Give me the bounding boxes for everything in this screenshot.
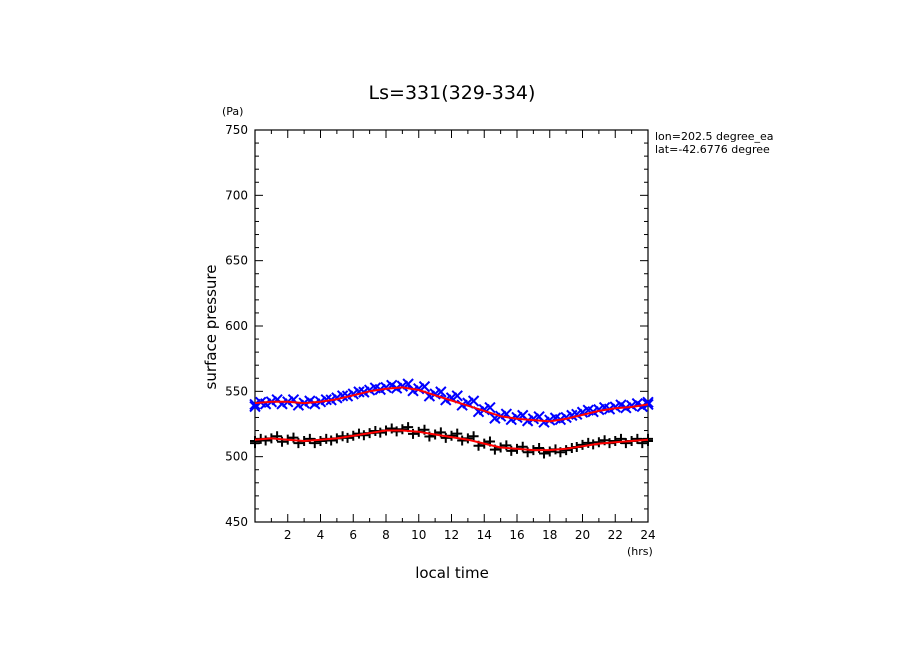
x-unit-label: (hrs) bbox=[627, 545, 653, 558]
x-tick-label: 14 bbox=[477, 528, 492, 542]
plus-marker bbox=[610, 435, 621, 446]
plus-marker bbox=[260, 435, 271, 446]
y-tick-label: 750 bbox=[225, 123, 248, 137]
plus-marker bbox=[315, 435, 326, 446]
x-tick-label: 6 bbox=[349, 528, 357, 542]
plus-marker bbox=[643, 433, 653, 444]
x-marker bbox=[467, 395, 480, 407]
y-tick-label: 500 bbox=[225, 450, 248, 464]
x-tick-label: 18 bbox=[542, 528, 557, 542]
plus-marker bbox=[397, 424, 408, 435]
annotation-lat: lat=-42.6776 degree bbox=[655, 143, 770, 156]
y-tick-label: 650 bbox=[225, 254, 248, 268]
x-marker bbox=[320, 393, 332, 406]
plus-marker bbox=[544, 446, 555, 457]
x-tick-label: 10 bbox=[411, 528, 426, 542]
y-tick-label: 700 bbox=[225, 188, 248, 202]
plus-marker bbox=[326, 435, 337, 446]
axes: 2 4 6 8 10 12 14 16 18 20 22 2445050055060065070075… bbox=[225, 123, 656, 542]
y-tick-label: 600 bbox=[225, 319, 248, 333]
fit-line bbox=[254, 429, 649, 452]
x-tick-label: 16 bbox=[509, 528, 524, 542]
chart-title: Ls=331(329-334) bbox=[369, 82, 536, 104]
plus-marker bbox=[457, 435, 468, 446]
x-tick-label: 20 bbox=[575, 528, 590, 542]
x-tick-label: 8 bbox=[382, 528, 390, 542]
x-tick-label: 4 bbox=[317, 528, 325, 542]
fit-line bbox=[254, 386, 649, 423]
y-axis-label: surface pressure bbox=[202, 265, 220, 390]
plus-marker bbox=[620, 438, 631, 449]
x-tick-label: 22 bbox=[608, 528, 623, 542]
x-tick-label: 24 bbox=[640, 528, 655, 542]
plot-frame bbox=[254, 129, 649, 523]
plus-marker bbox=[534, 443, 545, 454]
plus-marker bbox=[561, 445, 572, 456]
y-tick-label: 450 bbox=[225, 515, 248, 529]
y-tick-label: 550 bbox=[225, 384, 248, 398]
x-tick-label: 12 bbox=[444, 528, 459, 542]
plus-marker bbox=[250, 435, 260, 446]
x-axis-label: local time bbox=[415, 564, 489, 582]
y-unit-label: (Pa) bbox=[222, 105, 243, 118]
plus-marker bbox=[468, 431, 479, 442]
x-tick-label: 2 bbox=[284, 528, 292, 542]
plus-marker bbox=[593, 437, 604, 448]
series-layer bbox=[249, 378, 654, 459]
plus-marker bbox=[440, 432, 451, 443]
x-marker bbox=[451, 390, 463, 402]
annotation-lon: lon=202.5 degree_ea bbox=[655, 130, 774, 143]
